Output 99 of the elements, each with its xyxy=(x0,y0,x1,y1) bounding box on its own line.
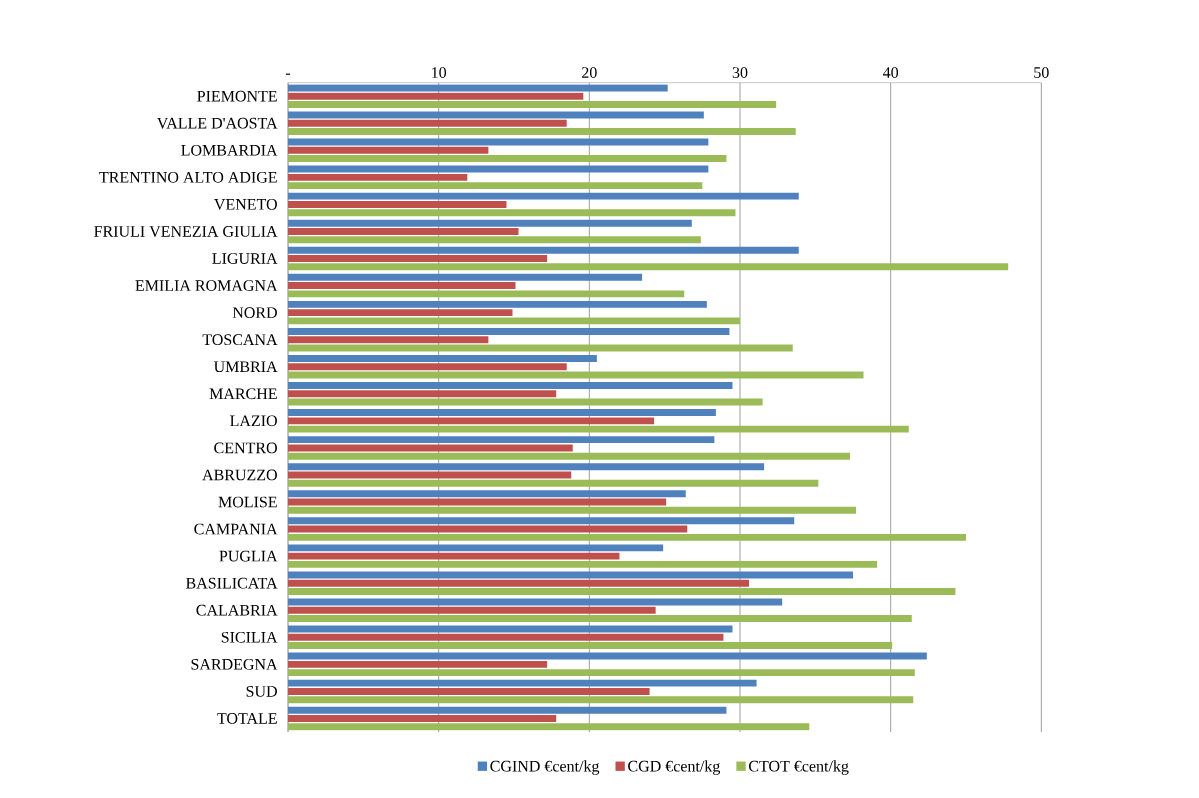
bar xyxy=(288,552,620,560)
x-tick-label: 10 xyxy=(432,67,447,78)
bar xyxy=(288,263,1009,271)
bar xyxy=(288,336,489,344)
bar xyxy=(288,128,796,135)
y-tick-label: SARDEGNA xyxy=(191,658,278,670)
y-tick-label: TOSCANA xyxy=(202,334,278,346)
y-tick-label: EMILIA ROMAGNA xyxy=(135,280,278,291)
y-tick-label: LAZIO xyxy=(230,415,277,427)
y-tick-label: FRIULI VENEZIA GIULIA xyxy=(94,226,278,237)
y-tick-label: SUD xyxy=(246,686,277,697)
x-tick-label: 30 xyxy=(732,67,748,78)
bar xyxy=(288,625,733,633)
bar xyxy=(288,182,703,190)
y-tick-label: MARCHE xyxy=(209,388,277,400)
bar xyxy=(288,642,893,650)
y-tick-label: CENTRO xyxy=(214,442,277,454)
bar xyxy=(288,327,730,335)
bar xyxy=(288,398,763,406)
bar xyxy=(288,100,777,108)
y-tick-label: CALABRIA xyxy=(196,604,278,616)
y-tick-label: TRENTINO ALTO ADIGE xyxy=(99,171,277,183)
bar xyxy=(288,246,799,254)
bar xyxy=(288,409,716,417)
bar xyxy=(288,560,878,568)
bar xyxy=(288,138,709,146)
bar xyxy=(288,571,853,579)
bar xyxy=(288,544,664,552)
y-tick-label: SICILIA xyxy=(221,631,278,643)
bar xyxy=(288,309,513,317)
bar xyxy=(288,687,650,695)
bar xyxy=(288,146,489,154)
y-tick-label: CAMPANIA xyxy=(194,523,278,535)
y-tick-label: NORD xyxy=(232,307,277,318)
bar xyxy=(288,715,557,722)
bar xyxy=(288,390,557,398)
bar xyxy=(288,228,519,235)
bar xyxy=(288,490,686,498)
bar xyxy=(288,606,656,614)
y-tick-label: ABRUZZO xyxy=(202,469,277,481)
bar xyxy=(288,669,915,677)
bar xyxy=(288,219,692,227)
bar xyxy=(288,436,715,444)
bar xyxy=(288,652,927,660)
bar xyxy=(288,444,573,452)
y-tick-label: PIEMONTE xyxy=(197,90,277,102)
bar xyxy=(288,706,727,714)
bar xyxy=(288,587,956,595)
bar xyxy=(288,696,914,704)
bar xyxy=(288,200,507,208)
y-tick-label: VENETO xyxy=(214,198,277,210)
y-tick-label: LIGURIA xyxy=(212,253,278,264)
x-tick-label: 50 xyxy=(1034,67,1049,78)
bar xyxy=(288,533,966,541)
bar xyxy=(288,273,643,281)
bar xyxy=(288,155,727,163)
bar xyxy=(288,192,799,200)
y-tick-label: TOTALE xyxy=(217,713,277,724)
bar xyxy=(288,463,765,471)
bar xyxy=(288,660,548,668)
bar xyxy=(288,290,685,298)
bar xyxy=(288,723,810,731)
bar xyxy=(288,679,757,687)
bar xyxy=(288,579,750,587)
bar xyxy=(288,506,857,514)
bar xyxy=(288,165,709,173)
y-tick-label: VALLE D'AOSTA xyxy=(156,117,278,129)
x-tick-label: - xyxy=(285,73,291,75)
y-tick-label: UMBRIA xyxy=(213,361,278,373)
legend-label: CGIND €cent/kg xyxy=(490,760,600,775)
bar xyxy=(288,92,584,100)
bar xyxy=(288,517,795,525)
bar xyxy=(288,119,567,127)
bar xyxy=(288,615,912,622)
y-tick-label: PUGLIA xyxy=(219,550,278,562)
legend-label: CTOT €cent/kg xyxy=(749,760,849,775)
bar xyxy=(288,479,819,487)
bar xyxy=(288,355,597,362)
x-tick-label: 40 xyxy=(882,67,899,78)
bar xyxy=(288,425,909,433)
x-tick-label: 20 xyxy=(582,67,597,78)
bar xyxy=(288,633,724,641)
bar xyxy=(288,173,468,181)
bar xyxy=(288,209,736,217)
bar xyxy=(288,236,701,244)
bar xyxy=(288,525,688,533)
bar xyxy=(288,317,740,325)
bar xyxy=(288,344,793,352)
y-tick-label: MOLISE xyxy=(218,496,277,508)
bar xyxy=(288,382,733,389)
bar xyxy=(288,417,655,425)
y-tick-label: LOMBARDIA xyxy=(181,144,278,156)
legend-label: CGD €cent/kg xyxy=(628,760,721,775)
y-tick-label: BASILICATA xyxy=(186,577,278,589)
bar xyxy=(288,255,548,262)
bar xyxy=(288,363,567,371)
bar xyxy=(288,282,516,290)
bar xyxy=(288,300,707,308)
bar xyxy=(288,452,850,460)
